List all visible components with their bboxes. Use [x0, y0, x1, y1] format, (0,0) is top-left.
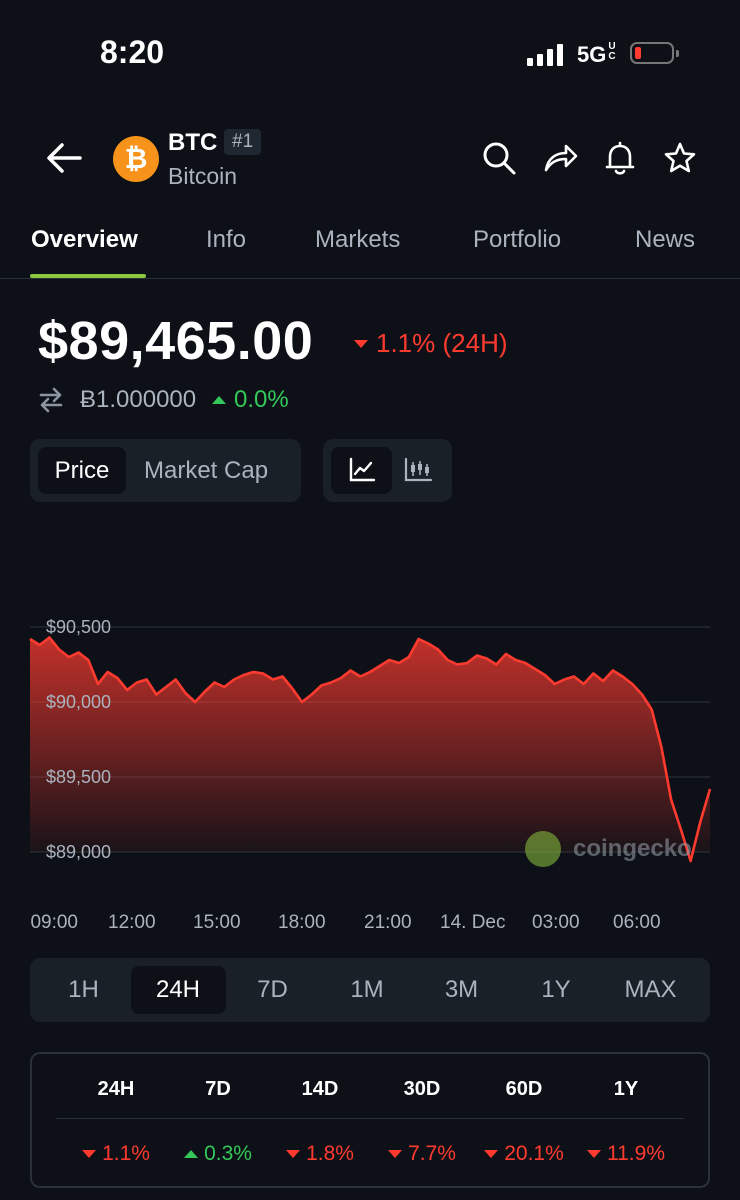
- perf-value: 11.9%: [575, 1142, 677, 1166]
- candlestick-icon: [404, 457, 433, 482]
- y-tick-label: $90,000: [46, 692, 111, 712]
- chart-type-toggle: [323, 439, 452, 502]
- perf-value: 7.7%: [371, 1142, 473, 1166]
- y-tick-label: $90,500: [46, 617, 111, 637]
- market-cap-toggle[interactable]: Market Cap: [144, 457, 269, 484]
- star-icon[interactable]: [662, 140, 698, 176]
- bell-icon[interactable]: [602, 140, 638, 176]
- status-time: 8:20: [100, 34, 165, 70]
- down-arrow-icon: [286, 1150, 301, 1158]
- x-tick-label: 12:00: [108, 912, 156, 933]
- perf-value: 20.1%: [473, 1142, 575, 1166]
- perf-header-30d: 30D: [403, 1078, 441, 1100]
- perf-header-7d: 7D: [205, 1078, 231, 1100]
- range-max[interactable]: MAX: [624, 976, 677, 1003]
- active-tab-indicator: [30, 274, 146, 278]
- time-range-selector: 1H 24H 7D 1M 3M 1Y MAX: [30, 958, 710, 1022]
- back-arrow-icon[interactable]: [44, 140, 84, 176]
- coin-name: Bitcoin: [168, 163, 238, 189]
- tab-news[interactable]: News: [635, 226, 696, 253]
- tab-markets[interactable]: Markets: [315, 226, 401, 253]
- x-tick-label: 03:00: [532, 912, 580, 933]
- perf-header-24h: 24H: [97, 1078, 135, 1100]
- line-chart-button[interactable]: [331, 447, 392, 494]
- y-tick-label: $89,500: [46, 767, 111, 787]
- btc-change-value: 0.0%: [234, 386, 289, 413]
- current-price: $89,465.00: [38, 311, 314, 371]
- up-arrow-icon: [184, 1150, 199, 1158]
- down-arrow-icon: [82, 1150, 97, 1158]
- down-arrow-icon: [587, 1150, 601, 1158]
- range-24h[interactable]: 24H: [130, 966, 226, 1014]
- line-chart-icon: [349, 457, 376, 482]
- price-area: [30, 637, 710, 861]
- perf-header-14d: 14D: [301, 1078, 339, 1100]
- perf-value: 1.1%: [65, 1142, 167, 1166]
- rank-badge: #1: [224, 129, 262, 155]
- perf-value: 1.8%: [269, 1142, 371, 1166]
- signal-icon: [527, 44, 563, 66]
- x-tick-label: 21:00: [364, 912, 412, 933]
- x-tick-label: 06:00: [613, 912, 661, 933]
- perf-header-60d: 60D: [505, 1078, 543, 1100]
- tab-info[interactable]: Info: [206, 226, 247, 253]
- tab-bar: Overview Info Markets Portfolio News: [0, 226, 740, 279]
- range-3m[interactable]: 3M: [444, 976, 479, 1003]
- down-arrow-icon: [354, 339, 368, 348]
- up-arrow-icon: [212, 396, 226, 404]
- tab-overview[interactable]: Overview: [31, 226, 138, 253]
- price-line: [29, 636, 712, 863]
- coin-symbol: BTC: [168, 129, 218, 156]
- down-arrow-icon: [388, 1150, 403, 1158]
- price-change: 1.1% (24H): [354, 328, 508, 359]
- price-chart[interactable]: $90,500 $90,000 $89,500 $89,000: [0, 600, 740, 900]
- perf-header-1y: 1Y: [613, 1078, 639, 1100]
- x-tick-label: 18:00: [278, 912, 326, 933]
- range-1m[interactable]: 1M: [350, 976, 384, 1003]
- range-1h[interactable]: 1H: [68, 976, 99, 1003]
- perf-value: 0.3%: [167, 1142, 269, 1166]
- coingecko-logo-icon: [525, 831, 561, 867]
- chart-metric-toggle: Price Market Cap: [30, 439, 301, 502]
- divider: [56, 1118, 684, 1119]
- network-indicator: 5G UC: [577, 41, 616, 68]
- y-tick-label: $89,000: [46, 842, 111, 862]
- coingecko-watermark: coingecko: [525, 831, 692, 867]
- performance-table: 24H 7D 14D 30D 60D 1Y 1.1% 0.3% 1.8% 7.7% 20.1% 11.…: [30, 1052, 710, 1188]
- range-1y[interactable]: 1Y: [541, 976, 571, 1003]
- battery-icon: [630, 42, 679, 64]
- btc-value: Ƀ1.000000: [80, 386, 197, 413]
- share-icon[interactable]: [542, 140, 578, 176]
- search-icon[interactable]: [481, 140, 517, 176]
- bitcoin-logo: ₿: [113, 136, 159, 182]
- down-arrow-icon: [484, 1150, 499, 1158]
- watermark-text: coingecko: [573, 835, 692, 862]
- range-7d[interactable]: 7D: [257, 976, 288, 1003]
- price-toggle[interactable]: Price: [38, 447, 126, 494]
- tab-portfolio[interactable]: Portfolio: [473, 226, 562, 253]
- swap-icon: [39, 387, 63, 413]
- btc-change: 0.0%: [212, 386, 289, 414]
- network-sup: UC: [608, 41, 616, 62]
- price-change-value: 1.1% (24H): [376, 328, 508, 358]
- x-tick-label: 09:00: [30, 912, 78, 933]
- candlestick-button[interactable]: [399, 447, 445, 494]
- x-tick-label: 14. Dec: [440, 912, 506, 933]
- x-tick-label: 15:00: [193, 912, 241, 933]
